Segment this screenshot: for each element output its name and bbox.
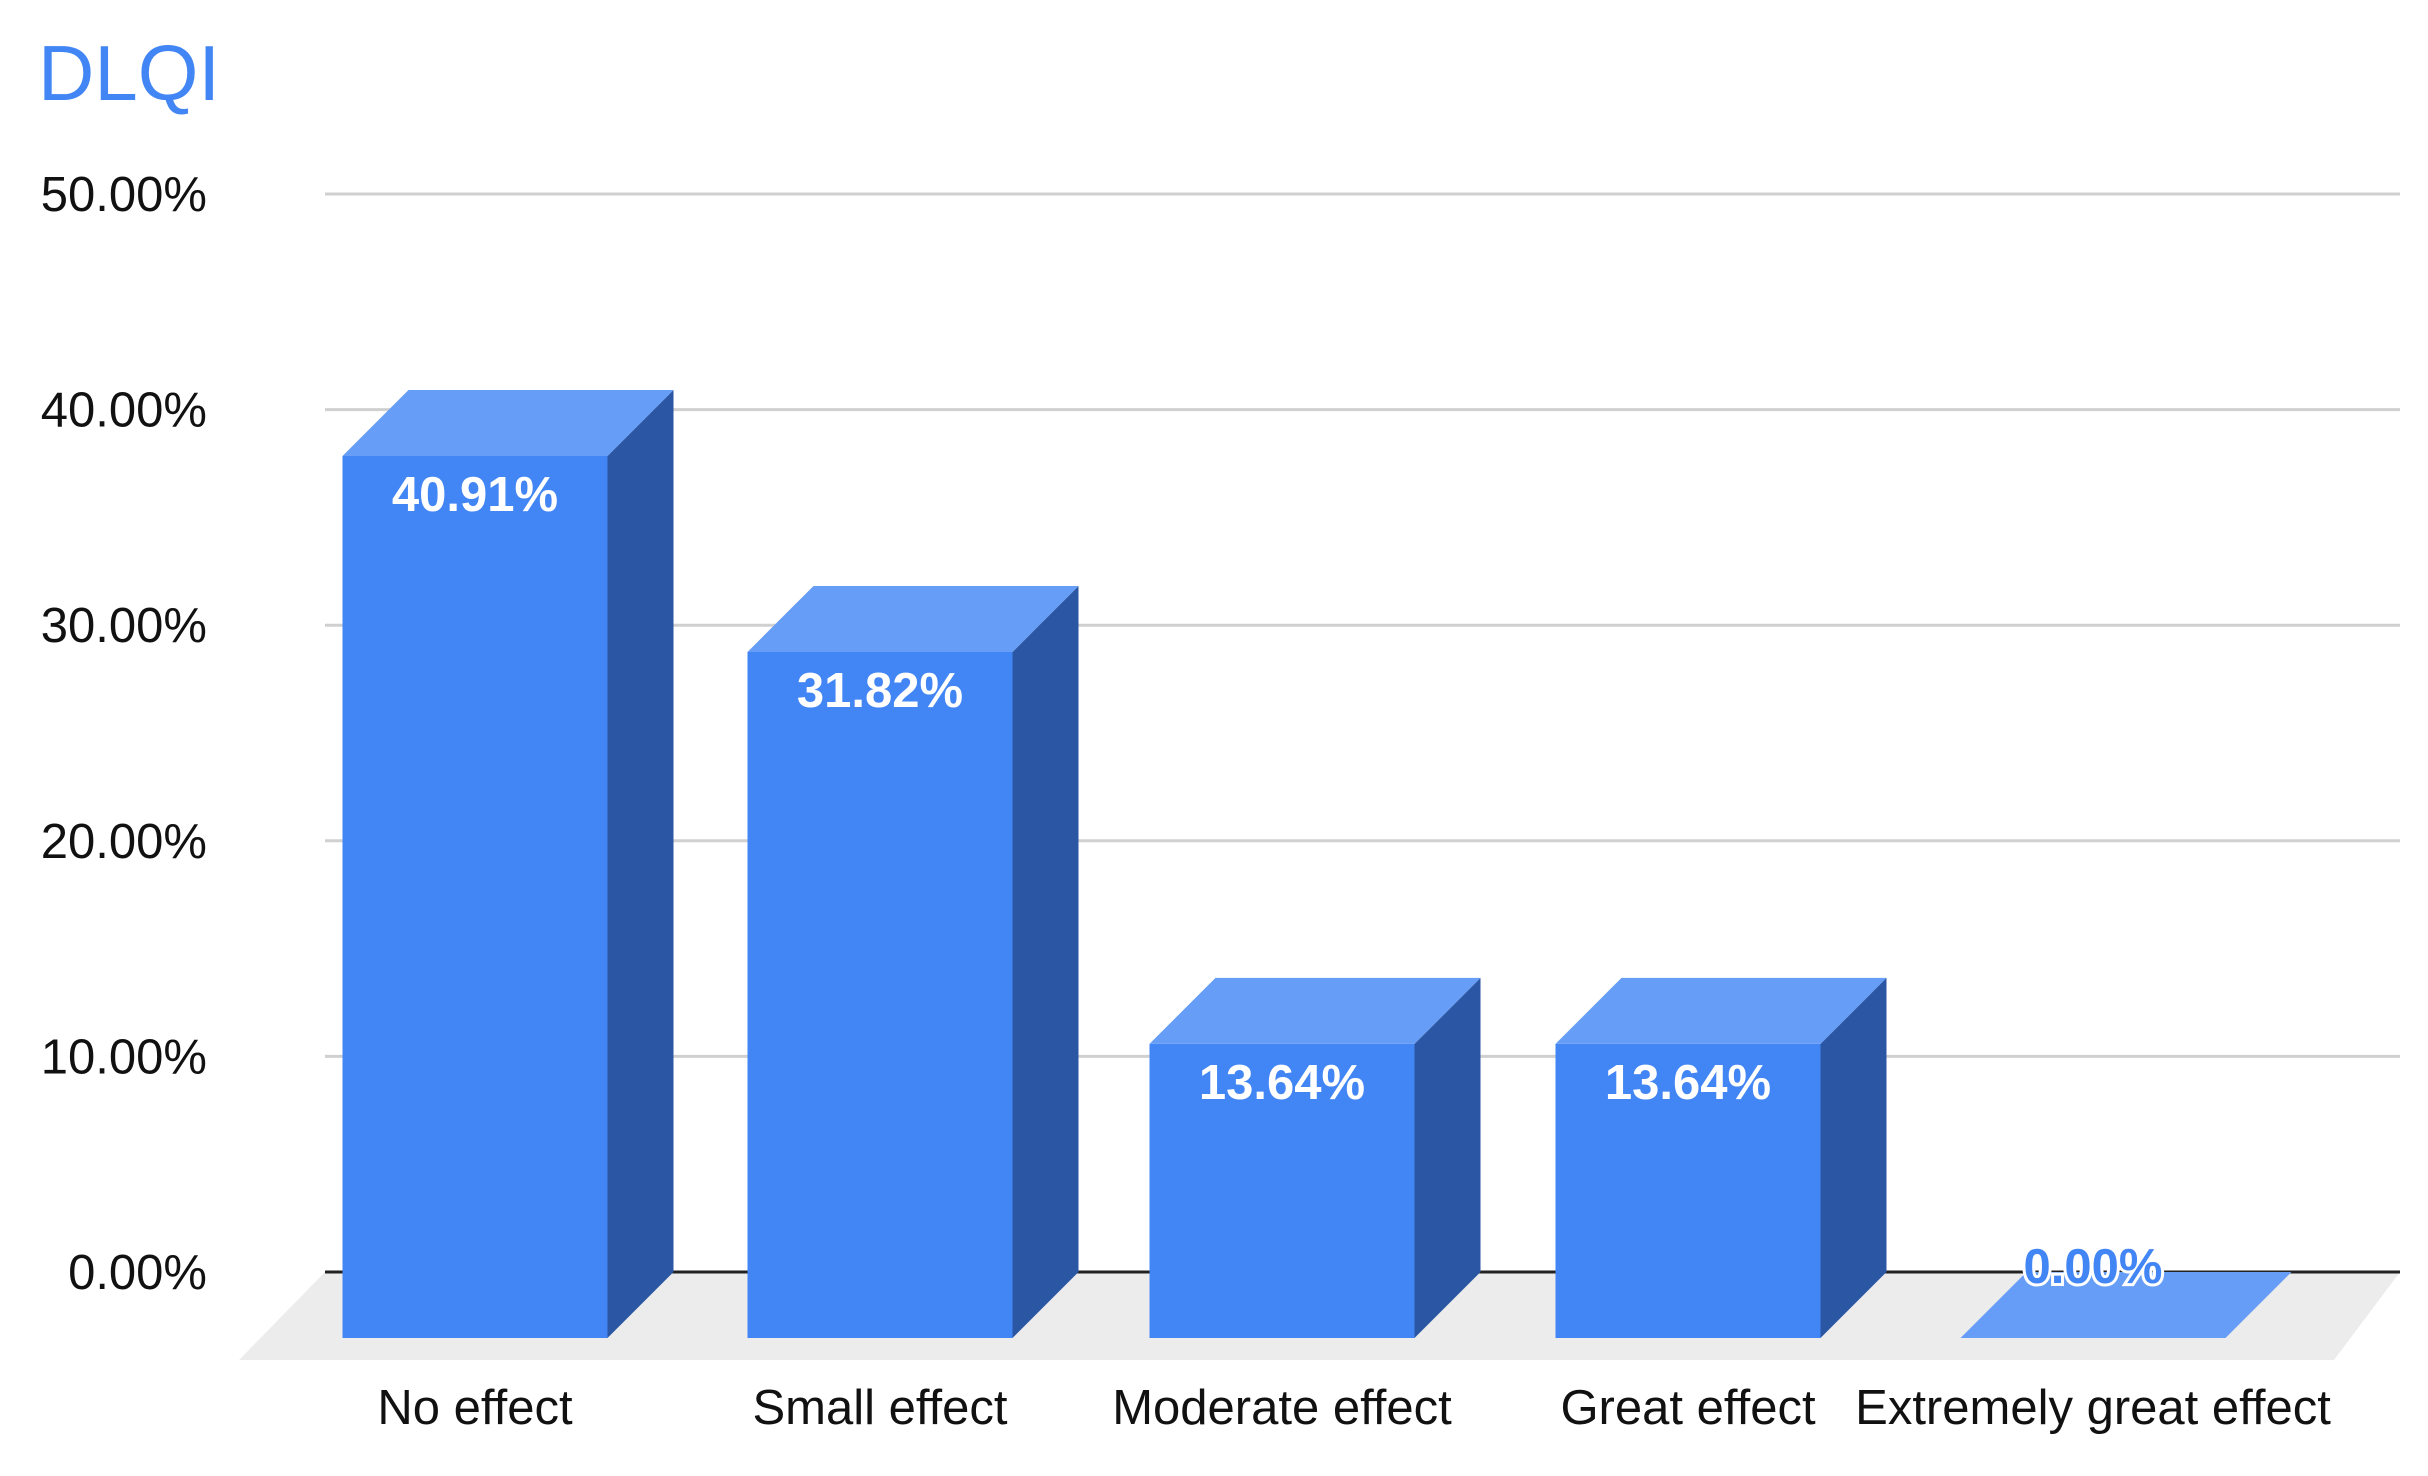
bar-front-face [1149,1043,1415,1338]
y-tick-label: 50.00% [41,168,207,222]
data-label: 13.64% [1605,1056,1771,1110]
bar-front-face [1555,1043,1821,1338]
bar-front-face [747,651,1013,1338]
bar [1555,977,1887,1338]
chart-title: DLQI [38,29,220,117]
y-tick-label: 20.00% [41,815,207,869]
bar [342,389,674,1338]
bar-side-face [1012,585,1079,1338]
bar-top-face [1555,977,1887,1044]
y-tick-label: 40.00% [41,384,207,438]
bar-top-face [747,585,1079,652]
y-tick-label: 10.00% [41,1030,207,1084]
data-label: 31.82% [797,664,963,718]
data-label: 13.64% [1199,1056,1365,1110]
bar [1149,977,1481,1338]
y-tick-label: 30.00% [41,599,207,653]
bar-front-face [342,455,608,1338]
x-category-label: Extremely great effect [1855,1381,2331,1435]
bar-side-face [1820,977,1887,1338]
bars: 40.91% 31.82% 13.64% 13.64% 0.00% [342,389,2292,1338]
bar-top-face [1960,1272,2292,1338]
y-tick-label: 0.00% [68,1246,207,1300]
x-category-label: Great effect [1560,1381,1816,1435]
bar-side-face [607,389,674,1338]
x-category-label: No effect [377,1381,573,1435]
bar-top-face [1149,977,1481,1044]
bar-top-face [342,389,674,456]
x-category-label: Moderate effect [1112,1381,1452,1435]
data-label: 0.00% [2024,1240,2163,1294]
bar [747,585,1079,1338]
x-axis-category-labels: No effect Small effect Moderate effect Grea… [377,1381,2331,1435]
bar-side-face [1414,977,1481,1338]
y-axis-tick-labels: 0.00% 10.00% 20.00% 30.00% 40.00% 50.00% [41,168,207,1300]
x-category-label: Small effect [752,1381,1007,1435]
bar [1960,1272,2292,1338]
data-label: 40.91% [392,468,558,522]
